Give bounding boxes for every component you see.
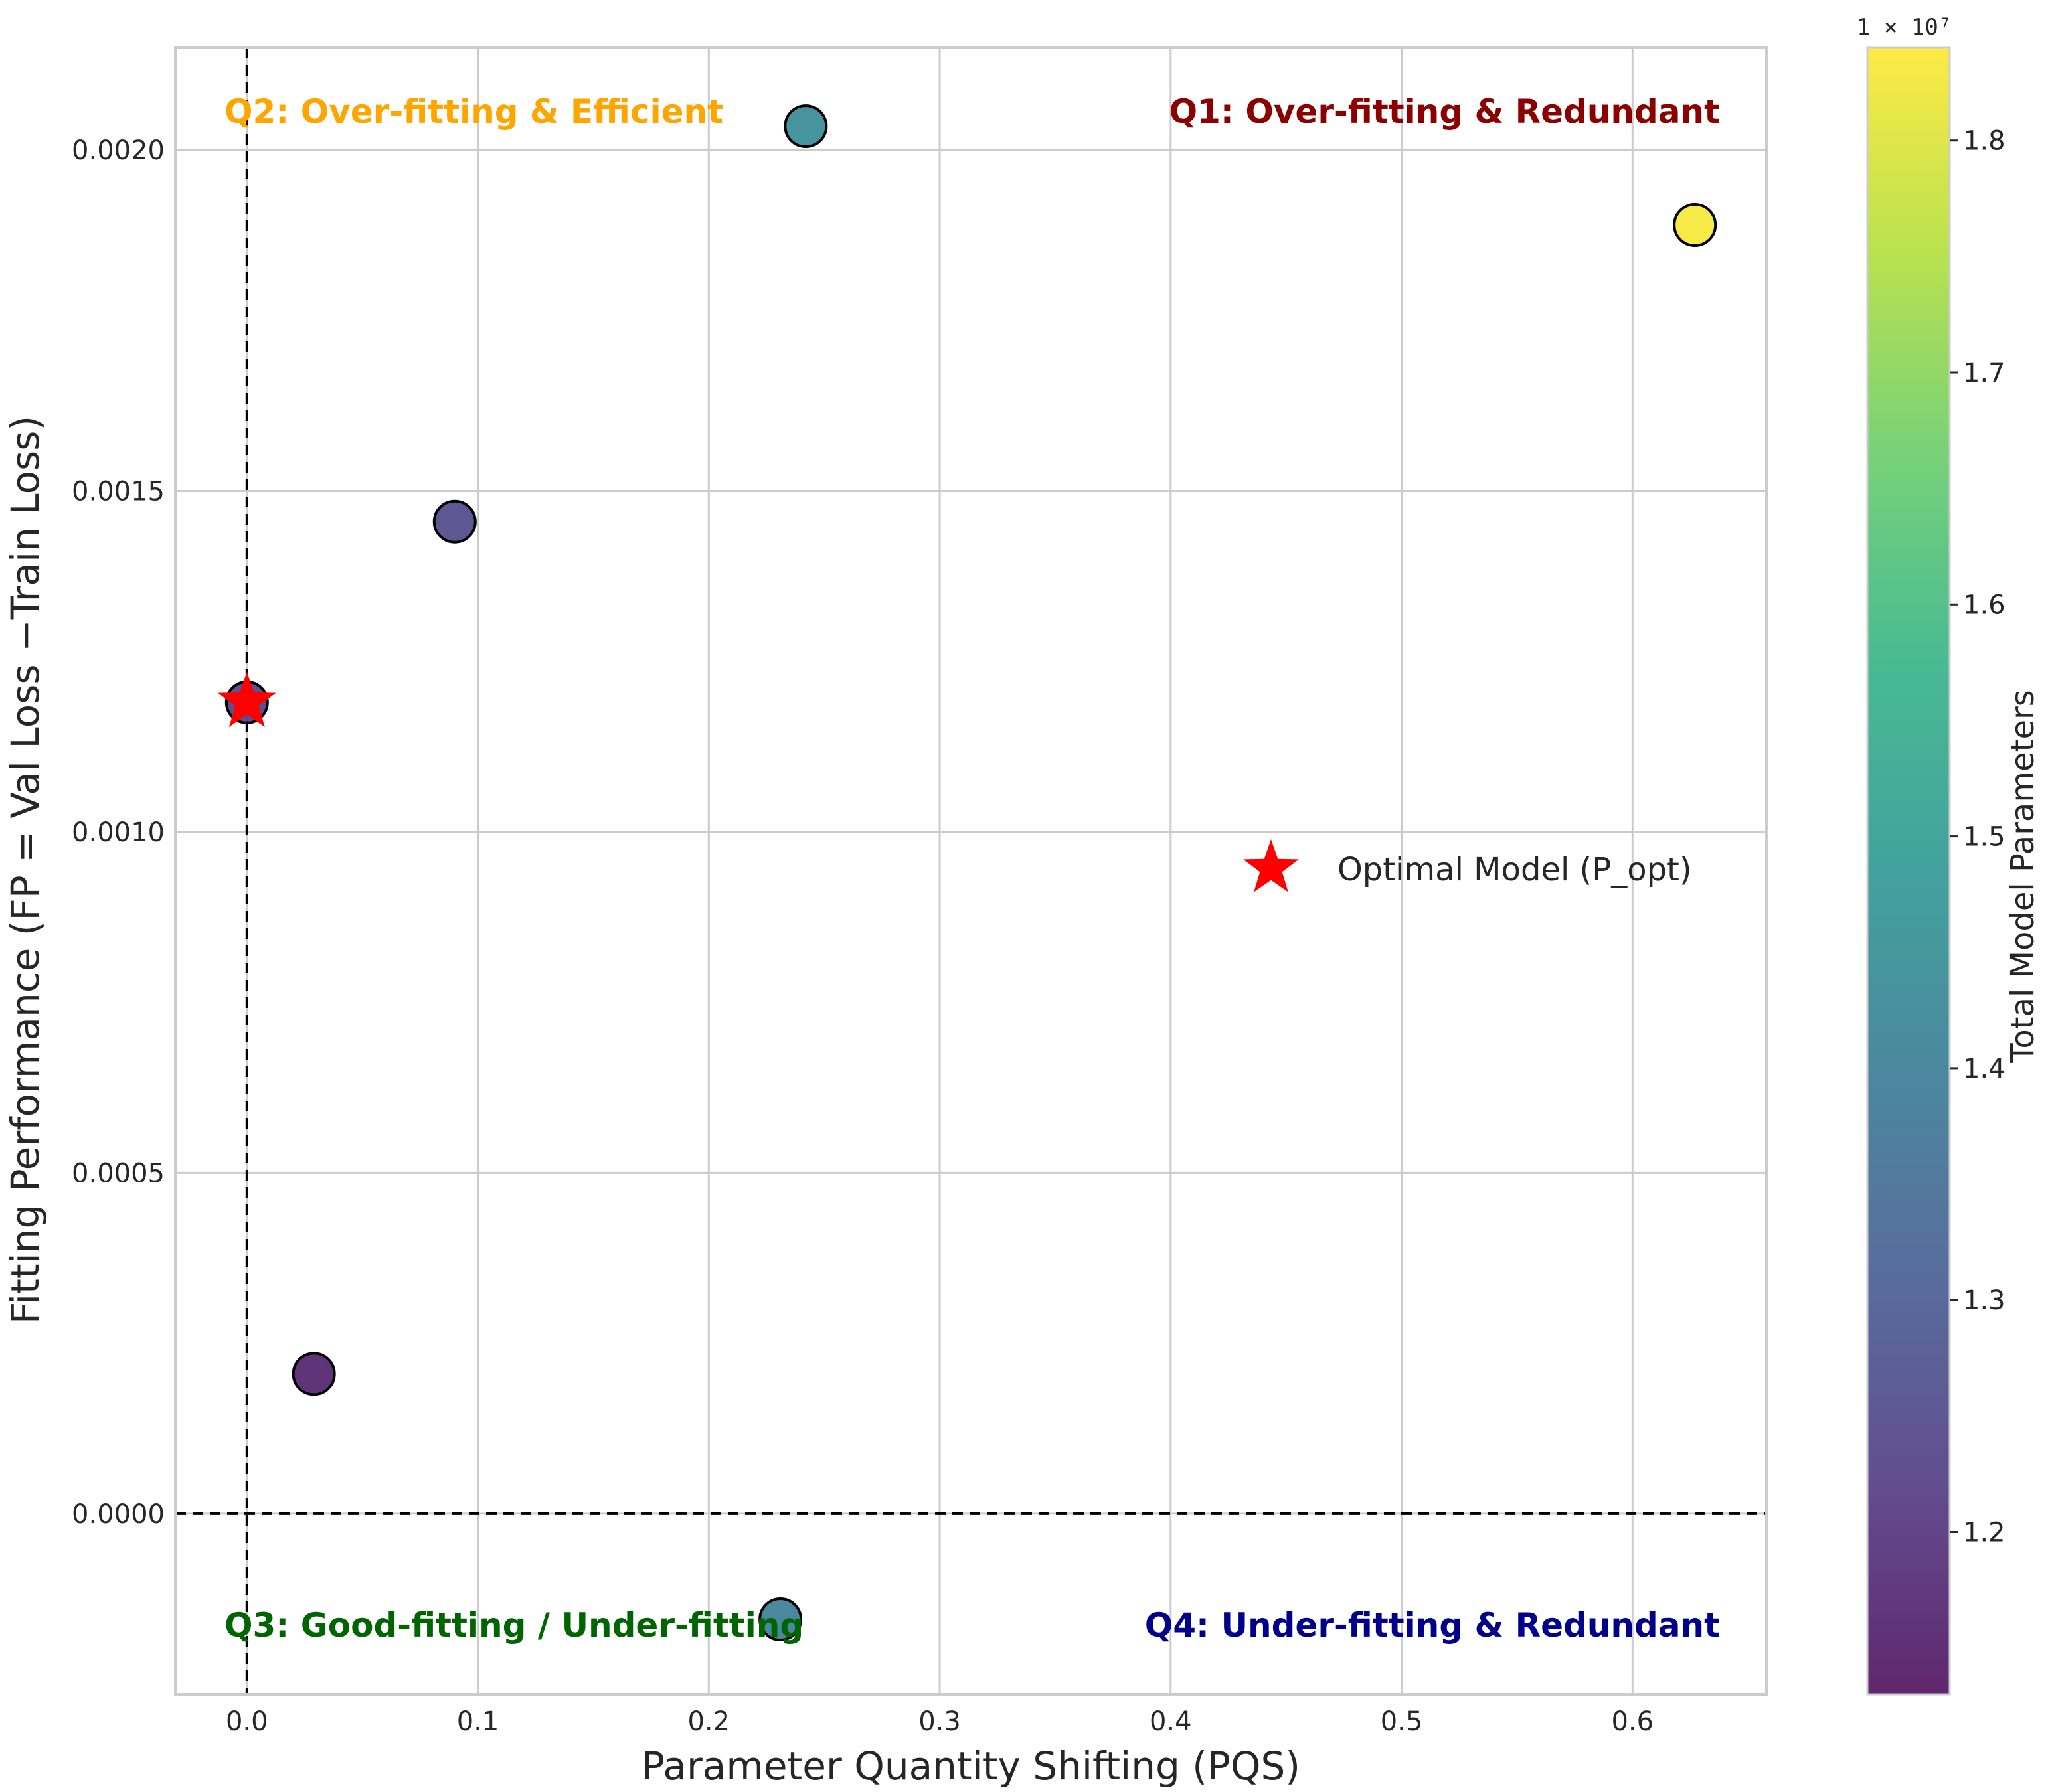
quadrant-label-q4: Q4: Under-fitting & Redundant <box>1145 1606 1720 1645</box>
colorbar-tick-label: 1.3 <box>1963 1285 2005 1316</box>
colorbar-offset-text: 1 × 10⁷ <box>1857 14 1952 41</box>
x-tick-label: 0.0 <box>226 1706 268 1737</box>
reference-lines <box>175 48 1766 1694</box>
plot-frame <box>174 46 1768 1696</box>
colorbar-tick-label: 1.8 <box>1963 126 2005 157</box>
x-axis-label: Parameter Quantity Shifting (PQS) <box>641 1744 1300 1789</box>
colorbar: 1.2 1.3 1.4 1.5 1.6 1.7 1.8 1 × 10⁷ Total Mode… <box>1857 14 2041 1696</box>
colorbar-tick-label: 1.6 <box>1963 590 2005 620</box>
colorbar-tick-label: 1.2 <box>1963 1517 2005 1548</box>
y-axis-label: Fitting Performance (FP = Val Loss −Trai… <box>3 416 48 1324</box>
colorbar-label: Total Model Parameters <box>2004 690 2041 1063</box>
legend-label: Optimal Model (P_opt) <box>1337 851 1692 888</box>
x-tick-label: 0.1 <box>457 1706 499 1737</box>
x-tick-label: 0.5 <box>1381 1706 1423 1737</box>
colorbar-tick-label: 1.7 <box>1963 358 2005 388</box>
colorbar-tick-label: 1.4 <box>1963 1054 2005 1084</box>
y-tick-label: 0.0015 <box>72 476 165 507</box>
data-point <box>432 499 477 544</box>
data-point <box>758 1597 803 1642</box>
colorbar-frame <box>1866 46 1951 1696</box>
x-tick-labels: 0.0 0.1 0.2 0.3 0.4 0.5 0.6 <box>226 1706 1654 1737</box>
optimal-model-star <box>218 671 276 728</box>
x-tick-label: 0.2 <box>687 1706 730 1737</box>
data-point <box>784 104 828 149</box>
legend-star-icon <box>1243 839 1299 892</box>
data-point <box>292 1352 336 1396</box>
quadrant-label-q2: Q2: Over-fitting & Efficient <box>224 92 723 131</box>
y-tick-label: 0.0000 <box>72 1499 165 1530</box>
x-tick-label: 0.6 <box>1611 1706 1654 1737</box>
y-tick-label: 0.0010 <box>72 817 165 848</box>
y-tick-label: 0.0005 <box>72 1158 165 1188</box>
colorbar-tick-label: 1.5 <box>1963 822 2005 853</box>
x-tick-label: 0.3 <box>918 1706 961 1737</box>
quadrant-labels: Q1: Over-fitting & Redundant Q2: Over-fi… <box>224 92 1720 1645</box>
legend: Optimal Model (P_opt) <box>1243 839 1692 892</box>
quadrant-label-q1: Q1: Over-fitting & Redundant <box>1169 92 1720 131</box>
colorbar-gradient <box>1867 48 1950 1694</box>
y-tick-labels: 0.0000 0.0005 0.0010 0.0015 0.0020 <box>72 135 165 1530</box>
colorbar-tick-labels: 1.2 1.3 1.4 1.5 1.6 1.7 1.8 <box>1950 126 2005 1548</box>
plot-background <box>175 48 1766 1694</box>
quadrant-label-q3: Q3: Good-fitting / Under-fitting <box>224 1606 804 1645</box>
data-points <box>218 104 1717 1642</box>
x-tick-label: 0.4 <box>1150 1706 1192 1737</box>
data-point <box>1673 203 1717 247</box>
y-tick-label: 0.0020 <box>72 135 165 166</box>
